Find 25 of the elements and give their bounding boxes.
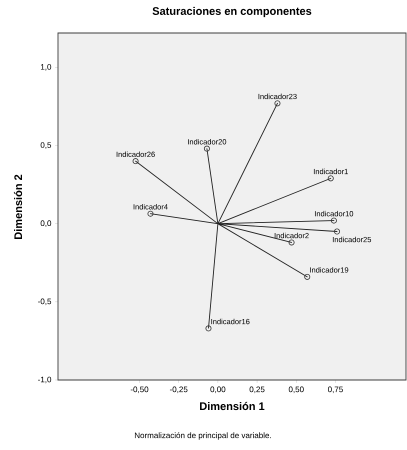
point (204, 146, 210, 152)
y-tick-label: -1,0 (38, 376, 52, 384)
point (274, 100, 280, 106)
x-tick-label: 0,75 (328, 386, 343, 394)
y-tick-label: 0,0 (40, 220, 52, 227)
point (132, 158, 139, 164)
point (304, 274, 310, 280)
point (328, 175, 334, 182)
x-tick-label: 0,50 (288, 386, 304, 394)
x-tick-label: -0,50 (130, 386, 148, 394)
x-tick-label: 0,25 (250, 386, 265, 394)
x-tick-label: 0,00 (210, 386, 226, 394)
text: Normalización de principal de variable. (134, 432, 271, 440)
point (330, 218, 337, 224)
y-tick-label: 0,5 (40, 142, 52, 149)
x-tick-label: -0,25 (170, 386, 188, 394)
y-tick-label: -0,5 (38, 298, 52, 306)
point (288, 239, 295, 246)
x-axis-title: Dimensión 1 (200, 402, 264, 410)
point (334, 228, 340, 235)
chart-title: Saturaciones en componentes (152, 6, 312, 18)
y-tick-label: 1,0 (40, 64, 52, 71)
point (147, 210, 154, 217)
point (205, 325, 212, 332)
y-axis-title: Dimensión 2 (14, 174, 22, 239)
